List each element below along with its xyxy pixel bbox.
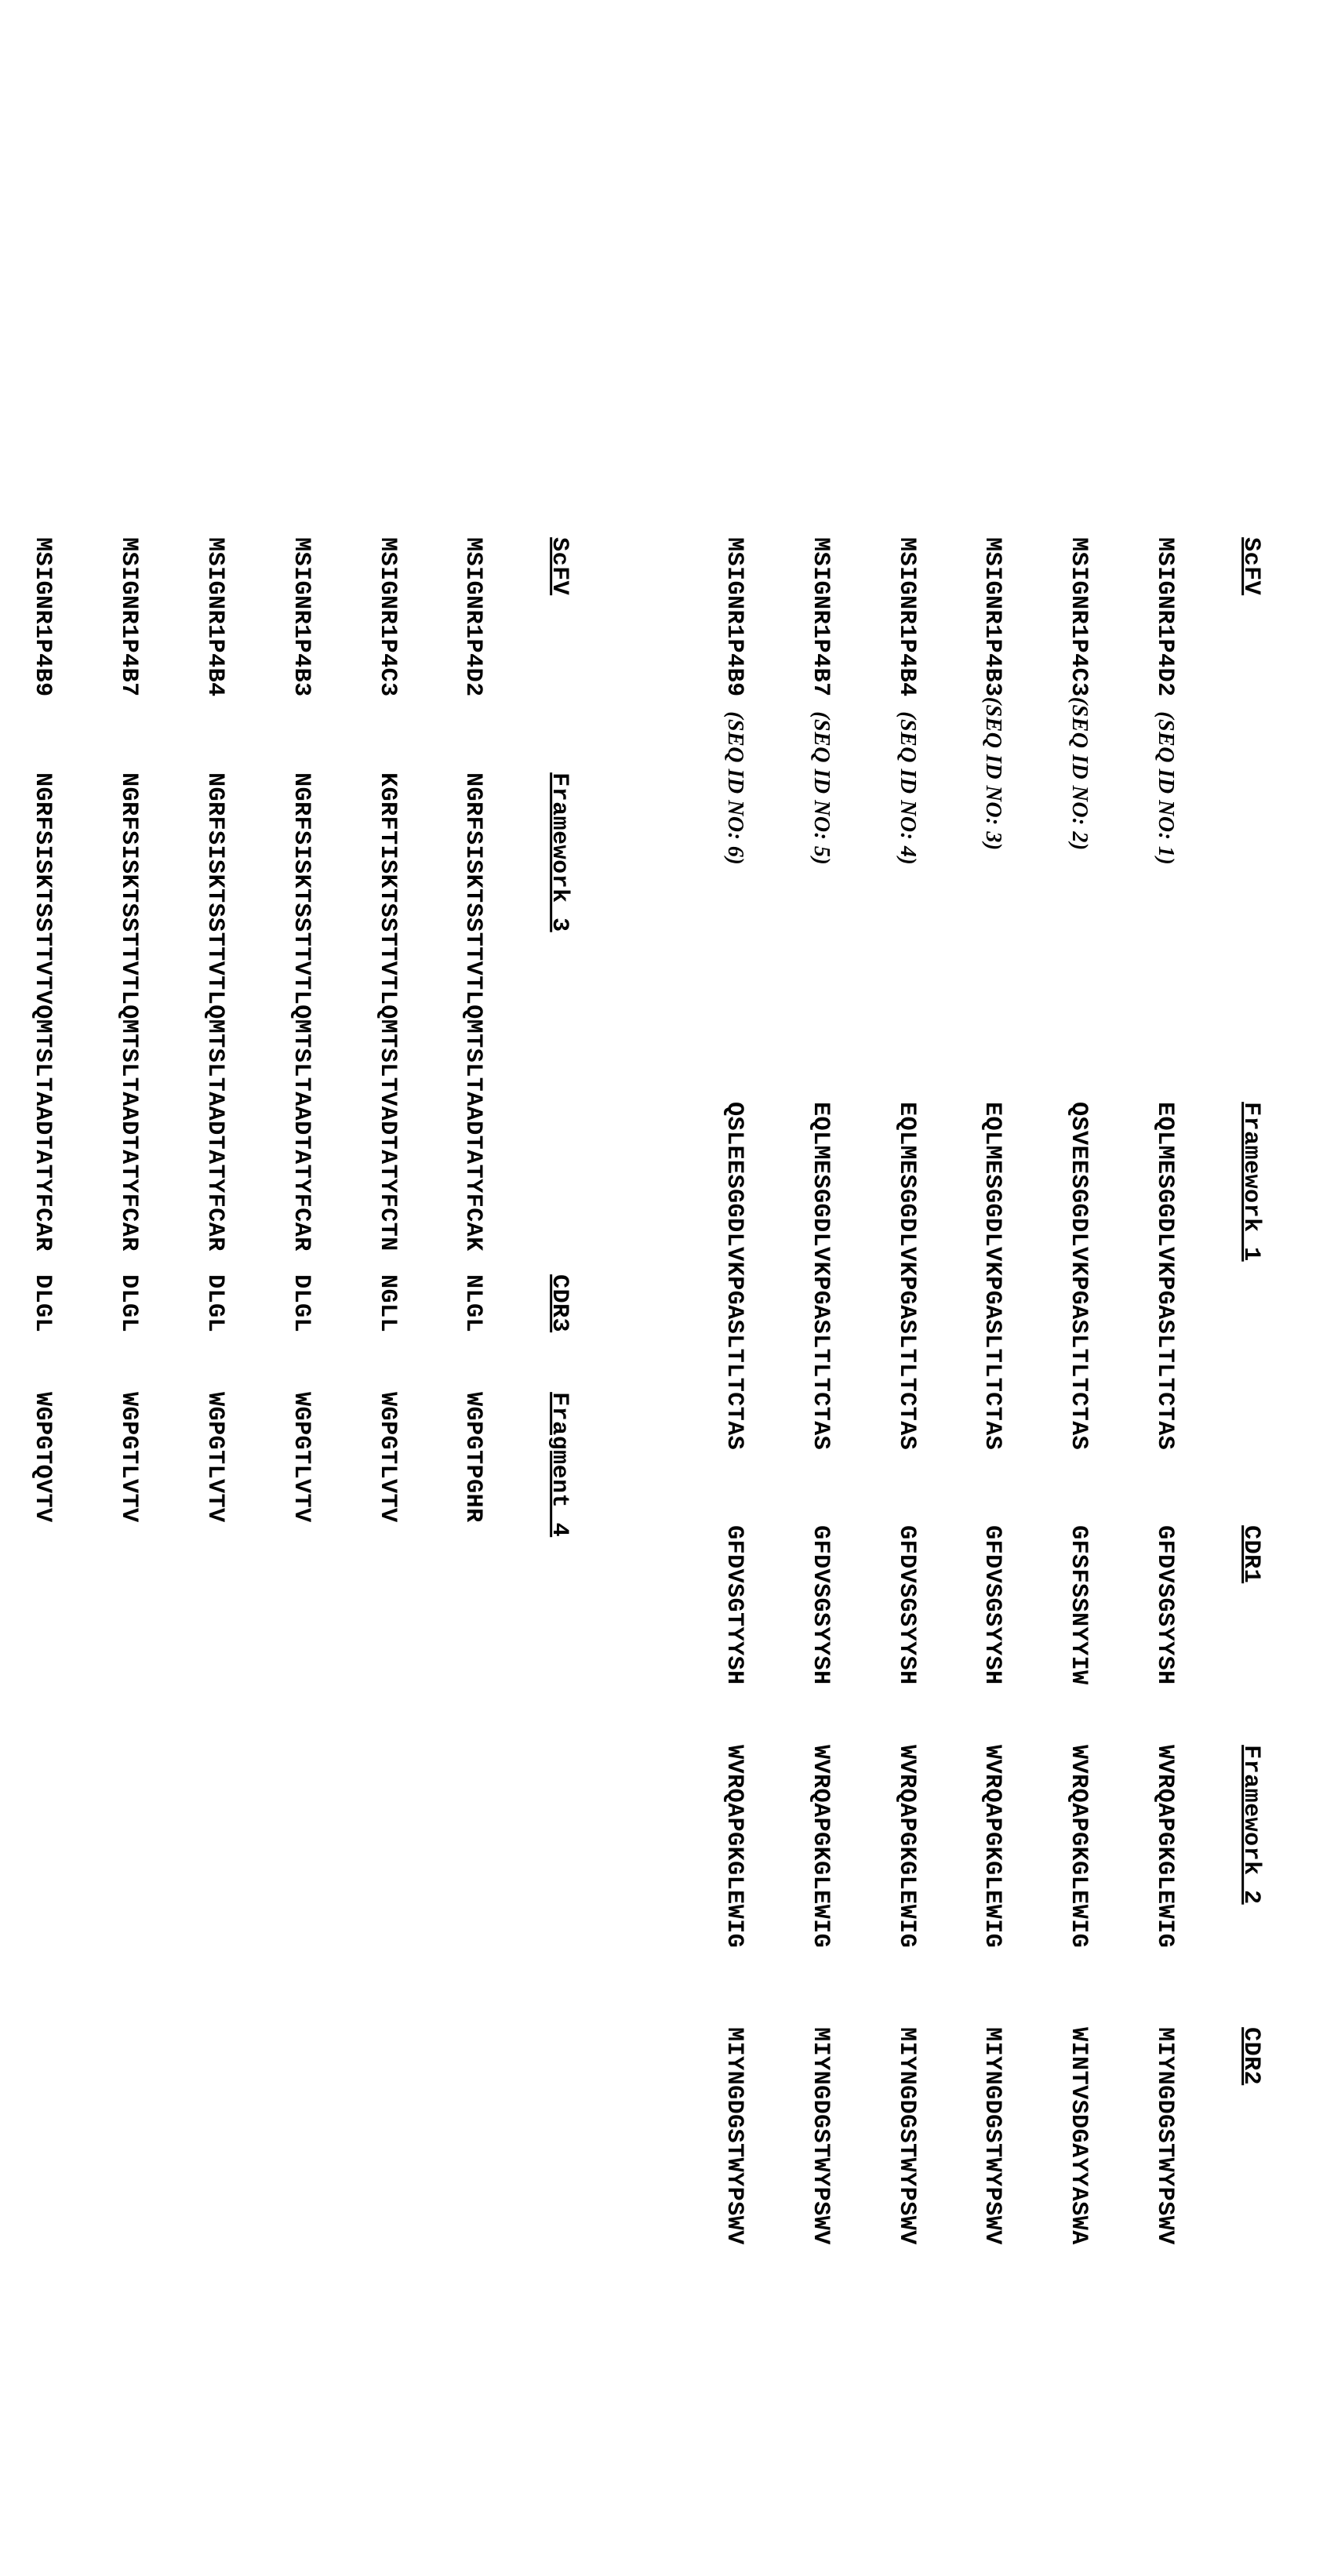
seq-fw2: WVRQAPGKGLEWIG — [978, 1745, 1007, 2027]
sequence-row: MSIGNR1P4D2 NGRFSISKTSSTTVTLQMTSLTAADTAT… — [458, 537, 487, 2576]
seq-frag4: WGPGTLVTV — [200, 1392, 229, 1580]
seq-name: MSIGNR1P4B7 — [807, 537, 834, 697]
seq-name: MSIGNR1P4B4 — [892, 537, 919, 697]
seq-cdr3: NGLL — [373, 1274, 402, 1392]
seq-fw2: WVRQAPGKGLEWIG — [1150, 1745, 1179, 2027]
seq-frag4: WGPGTQVTV — [28, 1392, 57, 1580]
seq-name: MSIGNR1P4D2 — [1151, 537, 1178, 697]
seq-fw1: EQLMESGGDLVKPGASLTLTCTAS — [892, 1102, 921, 1525]
seq-fw1: EQLMESGGDLVKPGASLTLTCTAS — [805, 1102, 834, 1525]
seq-name: MSIGNR1P4B4 — [200, 537, 229, 772]
seq-cdr3: DLGL — [28, 1274, 57, 1392]
seq-fw3: NGRFSISKTSSTTVTLQMTSLTAADTATYFCAR — [286, 772, 315, 1274]
sequence-row: MSIGNR1P4B7 (SEQ ID NO: 5) EQLMESGGDLVKP… — [805, 537, 834, 2576]
seq-cdr1: GFDVSGSYYSH — [1150, 1525, 1179, 1745]
header-framework3: Framework 3 — [544, 772, 573, 1274]
seq-name: MSIGNR1P4C3 — [373, 537, 402, 772]
header-framework2: Framework 2 — [1236, 1745, 1265, 2027]
handwritten-annotation: (SEQ ID NO: 3) — [981, 696, 1005, 850]
seq-cdr2: MIYNGDGSTWYPSWV — [805, 2027, 834, 2309]
handwritten-annotation: (SEQ ID NO: 5) — [809, 711, 834, 865]
sequence-row: MSIGNR1P4D2 (SEQ ID NO: 1) EQLMESGGDLVKP… — [1150, 537, 1179, 2576]
seq-name: MSIGNR1P4B9 — [28, 537, 57, 772]
seq-frag4: WGPGTLVTV — [373, 1392, 402, 1580]
seq-cdr2: WINTVSDGAYYASWA — [1063, 2027, 1092, 2309]
seq-fw2: WVRQAPGKGLEWIG — [805, 1745, 834, 2027]
seq-fw2: WVRQAPGKGLEWIG — [1063, 1745, 1092, 2027]
seq-cdr1: GFDVSGSYYSH — [978, 1525, 1007, 1745]
seq-frag4: WGPGTLVTV — [114, 1392, 143, 1580]
seq-fw1: EQLMESGGDLVKPGASLTLTCTAS — [978, 1102, 1007, 1525]
seq-fw3: NGRFSISKTSSTTVTVQMTSLTAADTATYFCAR — [28, 772, 57, 1274]
seq-cdr2: MIYNGDGSTWYPSWV — [892, 2027, 921, 2309]
seq-cdr2: MIYNGDGSTWYPSWV — [719, 2027, 748, 2309]
seq-frag4: WGPGTPGHR — [458, 1392, 487, 1580]
header-fragment4: Fragment 4 — [544, 1392, 573, 1580]
sequence-row: MSIGNR1P4B4 (SEQ ID NO: 4) EQLMESGGDLVKP… — [892, 537, 921, 2576]
sequence-row: MSIGNR1P4B3(SEQ ID NO: 3) EQLMESGGDLVKPG… — [978, 537, 1007, 2576]
header-framework1: Framework 1 — [1236, 1102, 1265, 1525]
sequence-row: MSIGNR1P4C3 KGRFTISKTSSTTVTLQMTSLTVADTAT… — [373, 537, 402, 2576]
seq-name: MSIGNR1P4B3 — [979, 537, 1005, 697]
seq-name: MSIGNR1P4B9 — [721, 537, 747, 697]
sequence-row: MSIGNR1P4B9 NGRFSISKTSSTTVTVQMTSLTAADTAT… — [28, 537, 57, 2576]
scfv-label: ScFV — [1236, 537, 1265, 1102]
scfv-label: ScFV — [544, 537, 573, 772]
seq-name: MSIGNR1P4D2 — [458, 537, 487, 772]
header-cdr2: CDR2 — [1236, 2027, 1265, 2309]
seq-cdr1: GFDVSGSYYSH — [805, 1525, 834, 1745]
seq-fw3: KGRFTISKTSSTTVTLQMTSLTVADTATYFCTN — [373, 772, 402, 1274]
handwritten-annotation: (SEQ ID NO: 4) — [895, 711, 919, 865]
seq-fw1: QSVEESGGDLVKPGASLTLTCTAS — [1063, 1102, 1092, 1525]
header-cdr3: CDR3 — [544, 1274, 573, 1392]
seq-name: MSIGNR1P4C3 — [1065, 537, 1092, 697]
seq-fw3: NGRFSISKTSSTTVTLQMTSLTAADTATYFCAR — [200, 772, 229, 1274]
seq-cdr3: DLGL — [200, 1274, 229, 1392]
seq-cdr2: MIYNGDGSTWYPSWV — [1150, 2027, 1179, 2309]
seq-fw1: QSLEESGGDLVKPGASLTLTCTAS — [719, 1102, 748, 1525]
alignment-block-2: ScFV Framework 3 CDR3 Fragment 4 MSIGNR1… — [0, 537, 631, 2576]
seq-cdr3: NLGL — [458, 1274, 487, 1392]
handwritten-annotation: (SEQ ID NO: 2) — [1067, 696, 1092, 850]
alignment-block-1: ScFV Framework 1 CDR1 Framework 2 CDR2 M… — [662, 537, 1322, 2576]
seq-name: MSIGNR1P4B7 — [114, 537, 143, 772]
seq-cdr3: DLGL — [114, 1274, 143, 1392]
seq-name: MSIGNR1P4B3 — [286, 537, 315, 772]
seq-fw2: WVRQAPGKGLEWIG — [719, 1745, 748, 2027]
header-cdr1: CDR1 — [1236, 1525, 1265, 1745]
handwritten-annotation: (SEQ ID NO: 6) — [723, 711, 747, 865]
seq-frag4: WGPGTLVTV — [286, 1392, 315, 1580]
sequence-row: MSIGNR1P4B7 NGRFSISKTSSTTVTLQMTSLTAADTAT… — [114, 537, 143, 2576]
seq-fw3: NGRFSISKTSSTTVTLQMTSLTAADTATYFCAR — [114, 772, 143, 1274]
seq-cdr2: MIYNGDGSTWYPSWV — [978, 2027, 1007, 2309]
seq-cdr1: GFSFSSNYYIW — [1063, 1525, 1092, 1745]
seq-fw1: EQLMESGGDLVKPGASLTLTCTAS — [1150, 1102, 1179, 1525]
seq-cdr3: DLGL — [286, 1274, 315, 1392]
sequence-row: MSIGNR1P4B9 (SEQ ID NO: 6) QSLEESGGDLVKP… — [719, 537, 748, 2576]
seq-fw2: WVRQAPGKGLEWIG — [892, 1745, 921, 2027]
seq-cdr1: GFDVSGSYYSH — [892, 1525, 921, 1745]
sequence-row: MSIGNR1P4B4 NGRFSISKTSSTTVTLQMTSLTAADTAT… — [200, 537, 229, 2576]
sequence-row: MSIGNR1P4C3(SEQ ID NO: 2) QSVEESGGDLVKPG… — [1063, 537, 1092, 2576]
seq-cdr1: GFDVSGTYYSH — [719, 1525, 748, 1745]
seq-fw3: NGRFSISKTSSTTVTLQMTSLTAADTATYFCAK — [458, 772, 487, 1274]
handwritten-annotation: (SEQ ID NO: 1) — [1154, 711, 1178, 865]
sequence-row: MSIGNR1P4B3 NGRFSISKTSSTTVTLQMTSLTAADTAT… — [286, 537, 315, 2576]
